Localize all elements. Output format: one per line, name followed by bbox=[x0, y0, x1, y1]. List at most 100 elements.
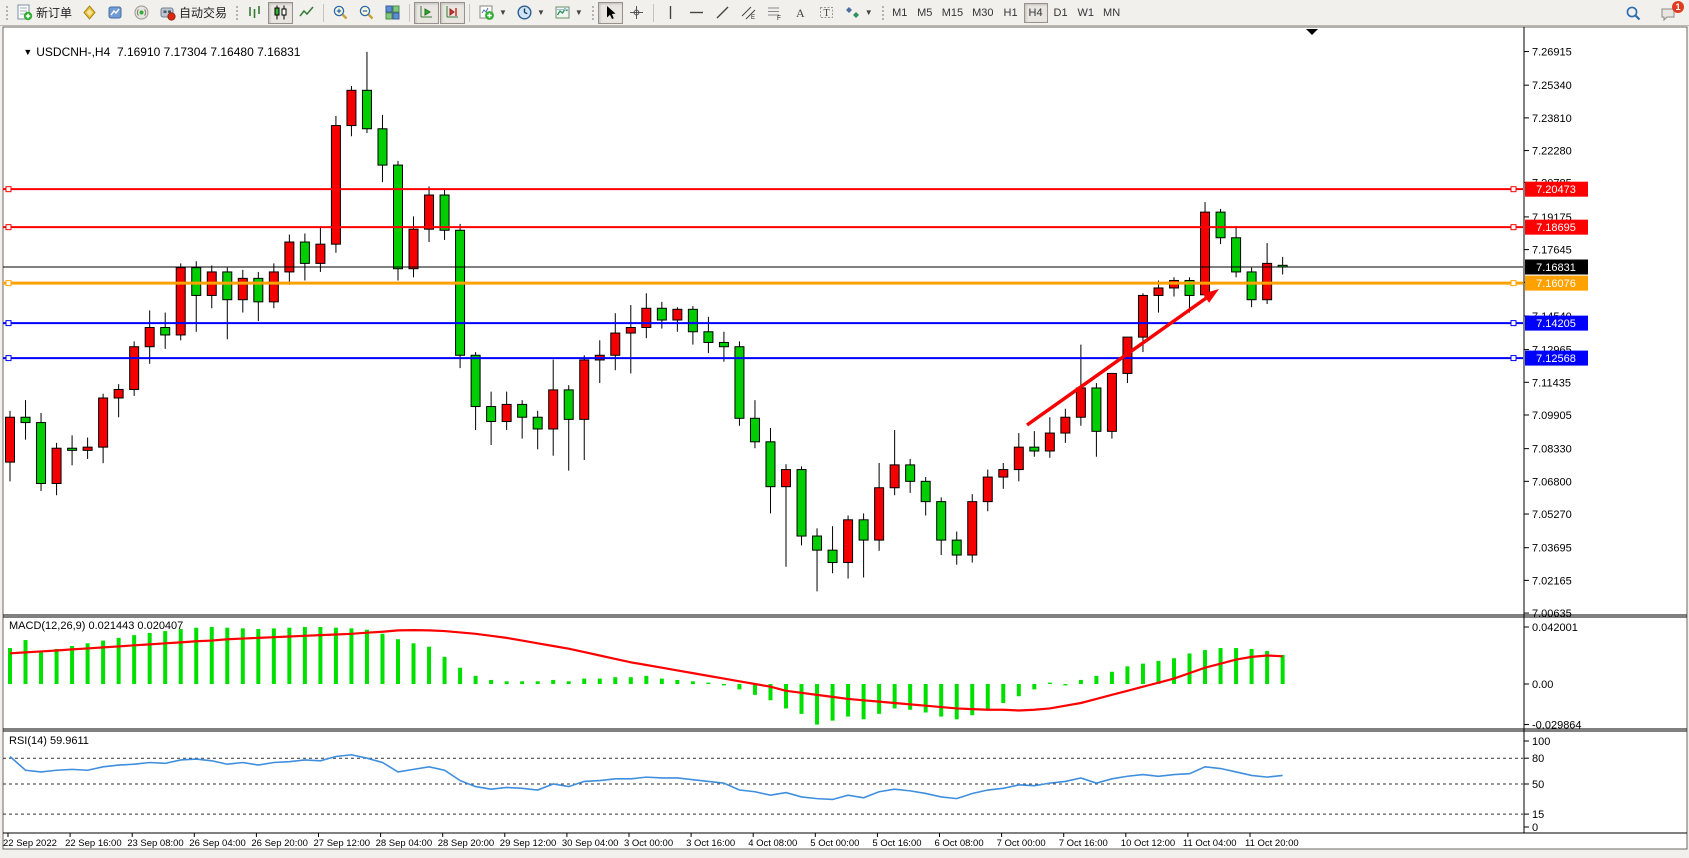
candle bbox=[20, 416, 31, 424]
svg-text:A: A bbox=[796, 6, 805, 20]
tile-windows-button[interactable] bbox=[380, 2, 405, 24]
text-button[interactable]: A bbox=[788, 2, 813, 24]
new-order-button[interactable]: 新订单 bbox=[12, 2, 76, 24]
add-indicator-icon bbox=[478, 4, 495, 21]
periods-button[interactable]: ▼ bbox=[512, 2, 549, 24]
candle bbox=[1075, 387, 1086, 418]
chart-ohlc-values: 7.16910 7.17304 7.16480 7.16831 bbox=[116, 45, 301, 59]
equidistant-channel-icon: E bbox=[740, 4, 757, 21]
signals-button[interactable] bbox=[129, 2, 154, 24]
toolbar-grip[interactable] bbox=[4, 3, 9, 22]
templates-button[interactable]: ▼ bbox=[550, 2, 587, 24]
timeframe-m30-button[interactable]: M30 bbox=[968, 3, 997, 23]
candle bbox=[330, 125, 341, 245]
template-icon bbox=[554, 4, 571, 21]
candle bbox=[687, 308, 698, 333]
candle bbox=[439, 194, 450, 231]
svg-text:E: E bbox=[751, 15, 755, 21]
candle bbox=[222, 271, 233, 301]
svg-text:22 Sep 2022: 22 Sep 2022 bbox=[3, 838, 57, 849]
search-icon bbox=[1625, 5, 1642, 22]
svg-text:100: 100 bbox=[1532, 736, 1550, 748]
candle bbox=[920, 480, 931, 503]
svg-text:7.02165: 7.02165 bbox=[1532, 575, 1572, 587]
trendline-button[interactable] bbox=[710, 2, 735, 24]
autotrading-button[interactable]: 自动交易 bbox=[155, 2, 231, 24]
candle bbox=[98, 397, 109, 448]
candle bbox=[1137, 294, 1148, 338]
svg-text:7.26915: 7.26915 bbox=[1532, 47, 1572, 59]
toolbar-grip[interactable] bbox=[879, 3, 885, 22]
svg-text:11 Oct 04:00: 11 Oct 04:00 bbox=[1183, 838, 1237, 849]
cursor-button[interactable] bbox=[597, 1, 623, 24]
timeframe-m15-button[interactable]: M15 bbox=[938, 3, 967, 23]
svg-text:7.09905: 7.09905 bbox=[1532, 410, 1572, 422]
candle bbox=[129, 346, 140, 390]
line-chart-icon bbox=[298, 4, 315, 21]
chart-collapse-icon[interactable]: ▼ bbox=[23, 47, 33, 57]
candle bbox=[1246, 271, 1257, 301]
chart-background bbox=[2, 26, 1688, 850]
chart-candles-button[interactable] bbox=[268, 1, 294, 24]
text-label-button[interactable]: T bbox=[814, 2, 839, 24]
new-order-label: 新订单 bbox=[36, 6, 73, 20]
vertical-line-button[interactable] bbox=[658, 2, 683, 24]
dropdown-caret-icon: ▼ bbox=[864, 8, 873, 17]
timeframe-w1-button[interactable]: W1 bbox=[1074, 3, 1099, 23]
autotrading-label: 自动交易 bbox=[179, 6, 228, 20]
horizontal-line-button[interactable] bbox=[684, 2, 709, 24]
svg-text:15: 15 bbox=[1532, 809, 1544, 821]
svg-text:7.25340: 7.25340 bbox=[1532, 80, 1572, 92]
zoom-out-button[interactable] bbox=[354, 2, 379, 24]
arrows-button[interactable]: ▼ bbox=[840, 2, 877, 24]
candle bbox=[625, 326, 636, 334]
crosshair-button[interactable] bbox=[624, 2, 649, 24]
publisher-button[interactable] bbox=[103, 2, 128, 24]
svg-text:7.03695: 7.03695 bbox=[1532, 543, 1572, 555]
candle bbox=[160, 326, 171, 336]
trend-arrow[interactable] bbox=[1025, 289, 1219, 427]
candle bbox=[113, 388, 124, 399]
notifications-button[interactable]: 1 bbox=[1656, 0, 1684, 24]
svg-text:0.00: 0.00 bbox=[1532, 679, 1553, 691]
toolbar-grip[interactable] bbox=[589, 3, 595, 22]
timeframe-mn-button[interactable]: MN bbox=[1099, 3, 1124, 23]
chart-shift-button[interactable] bbox=[440, 1, 466, 24]
svg-text:5 Oct 00:00: 5 Oct 00:00 bbox=[810, 838, 859, 849]
candle bbox=[827, 549, 838, 564]
candle bbox=[874, 487, 885, 541]
timeframe-d1-button[interactable]: D1 bbox=[1049, 3, 1073, 23]
chart-window-title: ▼ USDCNH-,H4 7.16910 7.17304 7.16480 7.16… bbox=[10, 31, 300, 73]
cursor-icon bbox=[602, 4, 619, 21]
zoom-in-button[interactable] bbox=[328, 2, 353, 24]
search-button[interactable] bbox=[1621, 2, 1646, 24]
timeframe-m5-button[interactable]: M5 bbox=[913, 3, 937, 23]
svg-text:7.00635: 7.00635 bbox=[1532, 608, 1572, 620]
svg-text:7.06800: 7.06800 bbox=[1532, 476, 1572, 488]
scroll-to-end-button[interactable] bbox=[414, 1, 440, 24]
candle bbox=[1184, 279, 1195, 296]
timeframe-h1-button[interactable]: H1 bbox=[999, 3, 1023, 23]
bar-chart-icon bbox=[246, 4, 263, 21]
chart-bars-button[interactable] bbox=[242, 2, 267, 24]
chart-shift-marker bbox=[1306, 29, 1318, 35]
candle bbox=[299, 241, 310, 264]
candle bbox=[144, 326, 155, 348]
timeframe-m1-button[interactable]: M1 bbox=[888, 3, 912, 23]
channel-button[interactable]: E bbox=[736, 2, 761, 24]
candle bbox=[1231, 237, 1242, 273]
candlestick-chart-icon bbox=[272, 4, 289, 21]
candle bbox=[532, 416, 543, 430]
stamp-button[interactable] bbox=[77, 2, 102, 24]
chart-line-button[interactable] bbox=[294, 2, 319, 24]
candle bbox=[501, 403, 512, 423]
svg-text:7.22280: 7.22280 bbox=[1532, 146, 1572, 158]
indicators-button[interactable]: ▼ bbox=[474, 2, 511, 24]
timeframe-h4-button[interactable]: H4 bbox=[1023, 2, 1048, 23]
arrows-icon bbox=[844, 4, 861, 21]
fibonacci-button[interactable]: F bbox=[762, 2, 787, 24]
svg-text:4 Oct 08:00: 4 Oct 08:00 bbox=[748, 838, 797, 849]
toolbar-grip[interactable] bbox=[234, 3, 240, 22]
stamp-icon bbox=[81, 4, 98, 21]
